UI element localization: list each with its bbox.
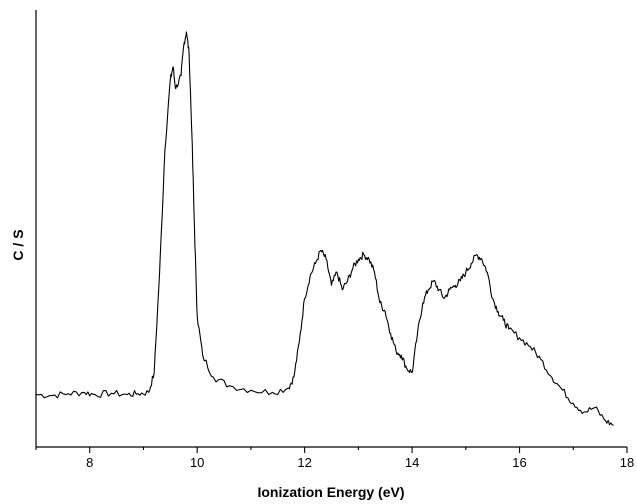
spectrum-line [36,32,614,425]
y-axis-title: C / S [10,229,26,260]
x-axis-title: Ionization Energy (eV) [257,484,404,500]
x-tick-labels: 8 10 12 14 16 18 [86,455,634,470]
x-tick-label-16: 16 [512,455,526,470]
x-tick-label-14: 14 [405,455,419,470]
x-tick-label-12: 12 [297,455,311,470]
axes [36,10,627,447]
x-tick-label-10: 10 [190,455,204,470]
x-tick-label-18: 18 [620,455,634,470]
x-ticks [36,447,627,453]
x-tick-label-8: 8 [86,455,93,470]
